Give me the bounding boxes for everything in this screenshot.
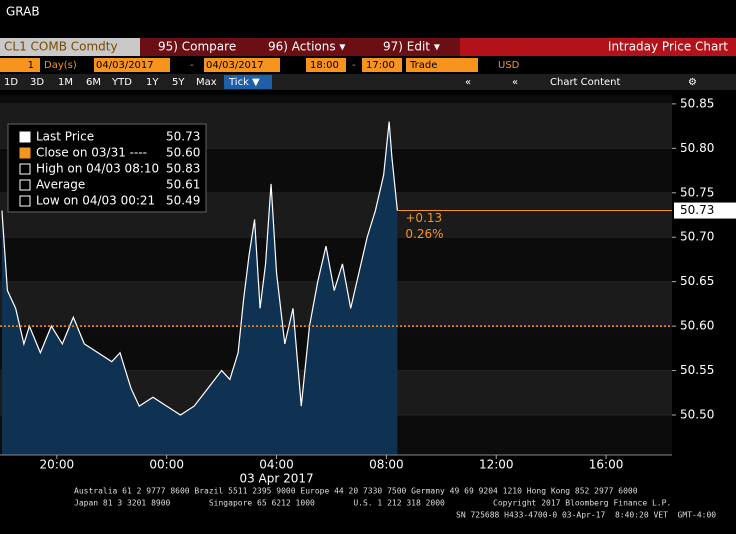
y-tick-label: 50.50 <box>680 408 714 422</box>
y-tick-label: 50.60 <box>680 319 714 333</box>
annotation: 0.26% <box>405 227 443 241</box>
legend-swatch <box>19 195 31 207</box>
x-tick-label: 04:00 <box>259 458 294 472</box>
annotation: +0.13 <box>405 211 442 225</box>
end-date: 04/03/2017 <box>206 60 264 71</box>
legend-label: Average <box>36 178 85 192</box>
y-tick-label: 50.80 <box>680 141 714 155</box>
interval-field[interactable] <box>224 75 272 89</box>
separator: - <box>352 60 356 71</box>
field[interactable] <box>0 58 40 72</box>
range-button[interactable]: 1D <box>4 77 18 88</box>
nav-button[interactable]: « <box>512 77 518 88</box>
range-button[interactable]: 1Y <box>146 77 159 88</box>
range-button[interactable]: 3D <box>30 77 44 88</box>
y-tick-label: 50.70 <box>680 230 714 244</box>
range-button[interactable]: Max <box>196 77 217 88</box>
security-field[interactable] <box>0 38 140 56</box>
window-title: GRAB <box>6 5 40 19</box>
legend-value: 50.61 <box>166 178 200 192</box>
legend-label: Low on 04/03 00:21 <box>36 194 155 208</box>
range-button[interactable]: YTD <box>111 77 132 88</box>
y-tick-label: 50.85 <box>680 96 714 110</box>
start-date: 04/03/2017 <box>96 60 154 71</box>
x-tick-label: 16:00 <box>589 458 624 472</box>
end-time: 17:00 <box>366 60 395 71</box>
x-tick-label: 08:00 <box>369 458 404 472</box>
period-count: 1 <box>28 60 34 71</box>
event: Trade <box>409 60 437 71</box>
security: CL1 COMB Comdty <box>4 40 118 54</box>
legend-swatch <box>19 147 31 159</box>
legend-value: 50.83 <box>166 162 200 176</box>
x-axis-label: 03 Apr 2017 <box>239 472 313 486</box>
y-tick-label: 50.75 <box>680 185 714 199</box>
compare-button[interactable]: 95) Compare <box>158 40 236 54</box>
x-tick-label: 12:00 <box>479 458 514 472</box>
legend-label: Last Price <box>36 130 94 144</box>
legend-swatch <box>19 131 31 143</box>
field[interactable] <box>94 58 170 72</box>
field[interactable] <box>362 58 402 72</box>
separator: - <box>190 60 194 71</box>
legend-value: 50.49 <box>166 194 200 208</box>
last-price-box <box>674 202 736 219</box>
nav-button[interactable]: « <box>465 77 471 88</box>
range-bar <box>0 74 736 90</box>
legend-label: Close on 03/31 ---- <box>36 146 147 160</box>
footer-text: SN 725688 H433-4700-0 03-Apr-17 8:40:20 … <box>456 511 716 520</box>
range-button[interactable]: 1M <box>58 77 73 88</box>
range-button[interactable]: 6M <box>86 77 101 88</box>
area-fill <box>1 121 398 456</box>
y-tick-label: 50.55 <box>680 363 714 377</box>
last-price-label: 50.73 <box>680 203 714 217</box>
y-tick-label: 50.65 <box>680 274 714 288</box>
footer-text: Japan 81 3 3201 8900 Singapore 65 6212 1… <box>74 499 671 508</box>
legend-swatch <box>19 163 31 175</box>
range-button[interactable]: 5Y <box>172 77 185 88</box>
edit-button[interactable]: 97) Edit ▾ <box>383 40 440 54</box>
field[interactable] <box>406 58 478 72</box>
x-tick-label: 20:00 <box>40 458 75 472</box>
field[interactable] <box>306 58 346 72</box>
start-time: 18:00 <box>310 60 339 71</box>
legend-value: 50.73 <box>166 130 200 144</box>
legend-label: High on 04/03 08:10 <box>36 162 159 176</box>
x-tick-label: 00:00 <box>149 458 184 472</box>
interval: Tick ▼ <box>228 77 260 88</box>
actions-button[interactable]: 96) Actions ▾ <box>268 40 345 54</box>
legend-box <box>7 123 207 213</box>
field[interactable] <box>204 58 280 72</box>
settings-button[interactable]: ⚙ <box>688 77 697 88</box>
chart-content-button[interactable]: Chart Content <box>550 77 621 88</box>
period-unit: Day(s) <box>44 60 77 71</box>
title-bg <box>460 38 736 56</box>
legend-swatch <box>19 179 31 191</box>
footer-text: Australia 61 2 9777 8600 Brazil 5511 239… <box>74 487 638 496</box>
currency: USD <box>498 60 520 71</box>
legend-value: 50.60 <box>166 146 200 160</box>
function-title: Intraday Price Chart <box>608 40 728 54</box>
